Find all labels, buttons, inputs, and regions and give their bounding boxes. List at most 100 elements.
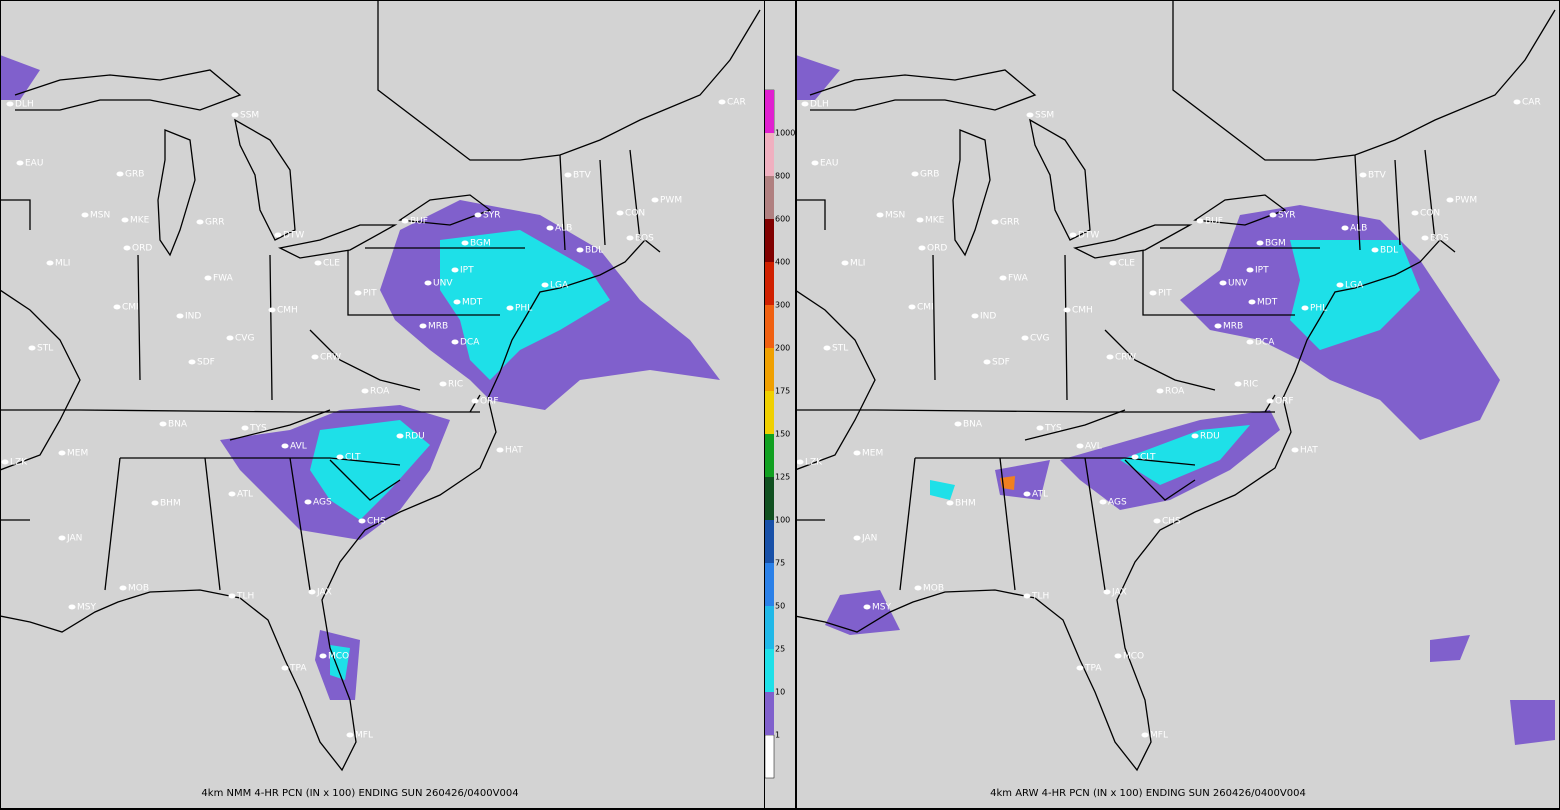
station-dot: [1063, 307, 1071, 313]
station-label: PHL: [515, 304, 532, 314]
station-label: BGM: [470, 239, 491, 249]
colorbar-swatch: [765, 563, 774, 606]
station-label: RIC: [448, 380, 463, 390]
station-dot: [1421, 235, 1429, 241]
station-dot: [176, 313, 184, 319]
station-label: BTV: [1368, 171, 1387, 181]
precip-left: [1, 55, 720, 700]
station-label: BNA: [168, 420, 188, 430]
station-label: ORD: [132, 244, 152, 254]
station-label: IND: [980, 312, 996, 322]
station-dot: [81, 212, 89, 218]
station-label: MDT: [462, 298, 483, 308]
station-label: MOB: [128, 584, 149, 594]
colorbar-label: 175: [775, 387, 790, 396]
station-label: BTV: [573, 171, 592, 181]
station-dot: [1, 459, 9, 465]
station-dot: [1411, 210, 1419, 216]
station-dot: [113, 304, 121, 310]
station-dot: [1246, 339, 1254, 345]
station-dot: [1131, 454, 1139, 460]
station-dot: [991, 219, 999, 225]
station-dot: [1371, 247, 1379, 253]
station-label: GRB: [920, 170, 939, 180]
colorbar-label: 75: [775, 559, 785, 568]
station-label: MDT: [1257, 298, 1278, 308]
station-dot: [1336, 282, 1344, 288]
colorbar-swatch: [765, 219, 774, 262]
station-label: MLI: [850, 259, 865, 269]
station-label: ROA: [1165, 387, 1185, 397]
colorbar-label: 800: [775, 172, 790, 181]
station-label: UNV: [1228, 279, 1248, 289]
station-label: DTW: [283, 231, 304, 241]
station-label: ATL: [1032, 490, 1048, 500]
station-label: DLH: [15, 100, 34, 110]
station-dot: [496, 447, 504, 453]
station-dot: [1266, 398, 1274, 404]
station-label: RIC: [1243, 380, 1258, 390]
colorbar-swatch: [765, 649, 774, 692]
caption-right: 4km ARW 4-HR PCN (IN x 100) ENDING SUN 2…: [990, 788, 1306, 799]
station-dot: [1359, 172, 1367, 178]
station-label: PIT: [363, 289, 377, 299]
station-dot: [1246, 267, 1254, 273]
precip-right: [797, 55, 1555, 745]
station-label: MLI: [55, 259, 70, 269]
station-dot: [1301, 305, 1309, 311]
colorbar-swatch: [765, 477, 774, 520]
station-dot: [401, 218, 409, 224]
station-dot: [1248, 299, 1256, 305]
station-label: HAT: [505, 446, 523, 456]
station-label: MSN: [90, 211, 110, 221]
station-label: ORF: [1275, 397, 1294, 407]
station-label: ATL: [237, 490, 253, 500]
stations-right: DLH CAR SSM EAU GRB BTV CON PWM MSN MKE GRR BUF SYR A…: [797, 98, 1541, 741]
station-label: GRR: [205, 218, 224, 228]
station-label: CAR: [727, 98, 746, 108]
station-dot: [474, 212, 482, 218]
station-dot: [453, 299, 461, 305]
station-label: CLE: [323, 259, 340, 269]
station-label: PWM: [660, 196, 682, 206]
colorbar-label: 10: [775, 688, 785, 697]
station-dot: [1109, 260, 1117, 266]
colorbar-swatch: [765, 434, 774, 477]
station-dot: [853, 450, 861, 456]
station-label: CMH: [277, 306, 298, 316]
station-label: BOS: [1430, 234, 1449, 244]
station-dot: [797, 459, 804, 465]
station-dot: [1076, 665, 1084, 671]
station-dot: [451, 267, 459, 273]
station-label: ALB: [1350, 224, 1367, 234]
station-dot: [281, 665, 289, 671]
station-dot: [1153, 518, 1161, 524]
panel-left: [1, 1, 764, 808]
station-dot: [1219, 280, 1227, 286]
station-dot: [1106, 354, 1114, 360]
station-label: EAU: [820, 159, 838, 169]
station-dot: [461, 240, 469, 246]
station-dot: [6, 101, 14, 107]
station-label: BHM: [955, 499, 976, 509]
station-label: CRW: [320, 353, 341, 363]
station-label: DLH: [810, 100, 829, 110]
station-dot: [123, 245, 131, 251]
station-label: AGS: [313, 498, 332, 508]
station-dot: [281, 443, 289, 449]
station-label: CON: [1420, 209, 1440, 219]
station-label: TLH: [1031, 592, 1049, 602]
station-dot: [1021, 335, 1029, 341]
station-label: MCO: [328, 652, 349, 662]
stations-left: DLH CAR SSM EAU GRB BTV CON PWM MSN MKE GRR BUF SYR A…: [1, 98, 746, 741]
station-dot: [58, 535, 66, 541]
station-label: CHS: [1162, 517, 1181, 527]
station-dot: [971, 313, 979, 319]
station-label: FWA: [213, 274, 234, 284]
station-label: JAX: [316, 588, 332, 598]
station-dot: [853, 535, 861, 541]
station-label: CHS: [367, 517, 386, 527]
station-dot: [1341, 225, 1349, 231]
station-dot: [361, 388, 369, 394]
station-label: SDF: [992, 358, 1010, 368]
